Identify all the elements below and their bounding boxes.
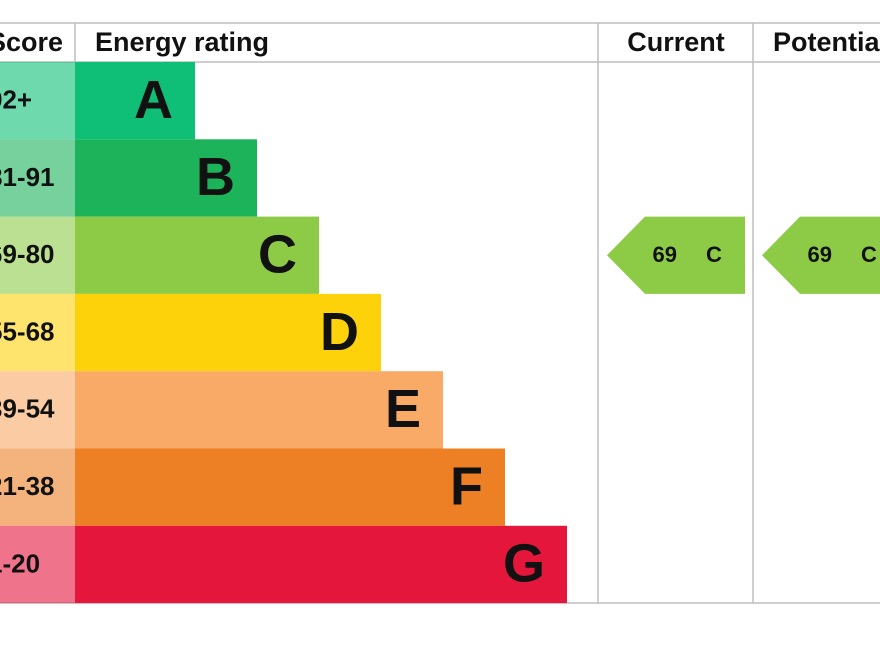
header-score: Score bbox=[0, 27, 63, 57]
band-score: 81-91 bbox=[0, 162, 55, 192]
score-cell bbox=[0, 448, 75, 526]
band-letter: G bbox=[503, 534, 545, 594]
header-energy-rating: Energy rating bbox=[95, 27, 269, 57]
score-cell bbox=[0, 525, 75, 604]
band-score: 21-38 bbox=[0, 471, 55, 501]
band-bar bbox=[75, 62, 195, 140]
potential-value: 69 bbox=[808, 242, 832, 267]
band-bar bbox=[75, 525, 567, 604]
band-letter: C bbox=[258, 225, 297, 285]
band-score: 69-80 bbox=[0, 239, 55, 269]
band-bar bbox=[75, 371, 443, 449]
header-potential: Potential bbox=[773, 27, 880, 57]
band-bar bbox=[75, 293, 381, 372]
score-cell bbox=[0, 371, 75, 449]
band-score: 1-20 bbox=[0, 548, 40, 578]
band-letter: D bbox=[320, 302, 359, 362]
score-cell bbox=[0, 293, 75, 372]
band-letter: E bbox=[385, 379, 421, 439]
score-cell bbox=[0, 139, 75, 217]
potential-arrow bbox=[762, 216, 880, 294]
band-letter: B bbox=[196, 147, 235, 207]
header-current: Current bbox=[627, 27, 725, 57]
current-arrow bbox=[607, 216, 745, 294]
current-value: 69 bbox=[653, 242, 677, 267]
current-letter: C bbox=[706, 242, 722, 267]
potential-letter: C bbox=[861, 242, 877, 267]
band-score: 39-54 bbox=[0, 394, 55, 424]
score-cell bbox=[0, 62, 75, 140]
band-letter: F bbox=[450, 456, 483, 516]
band-score: 55-68 bbox=[0, 316, 55, 346]
band-score: 92+ bbox=[0, 85, 32, 115]
score-cell bbox=[0, 216, 75, 294]
band-bar bbox=[75, 216, 319, 294]
band-bar bbox=[75, 448, 505, 526]
band-letter: A bbox=[134, 70, 173, 130]
band-bar bbox=[75, 139, 257, 217]
